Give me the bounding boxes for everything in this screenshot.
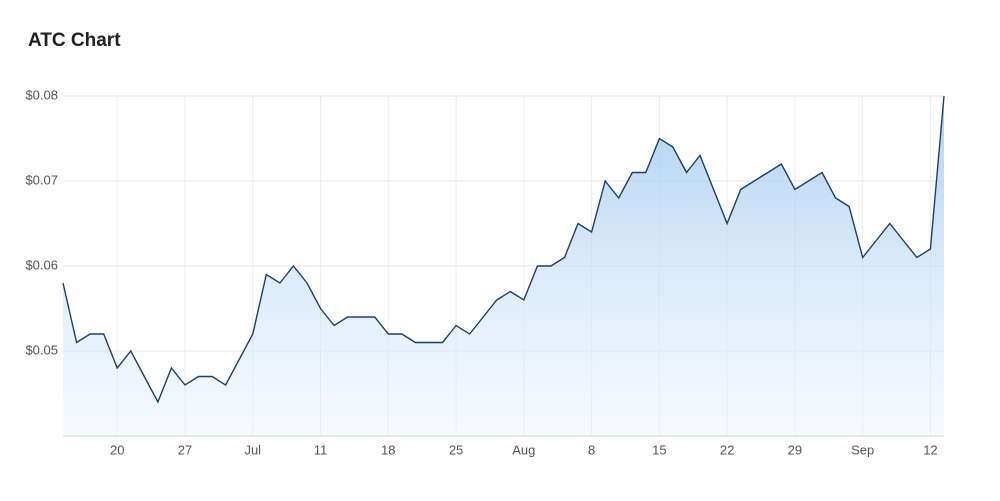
- chart-title: ATC Chart: [28, 30, 121, 51]
- x-tick-label: Aug: [512, 442, 535, 457]
- x-tick-label: Jul: [244, 442, 261, 457]
- x-tick-label: 27: [178, 442, 192, 457]
- y-tick-label: $0.08: [25, 87, 58, 102]
- x-tick-label: 12: [923, 442, 937, 457]
- x-tick-label: 8: [588, 442, 595, 457]
- x-tick-label: 29: [788, 442, 802, 457]
- x-tick-label: Sep: [851, 442, 874, 457]
- y-tick-label: $0.05: [25, 342, 58, 357]
- x-tick-label: 20: [110, 442, 124, 457]
- x-tick-label: 18: [381, 442, 395, 457]
- y-tick-label: $0.07: [25, 172, 58, 187]
- y-tick-label: $0.06: [25, 257, 58, 272]
- line: [62, 95, 945, 404]
- area: [63, 96, 944, 436]
- x-tick-label: 22: [720, 442, 734, 457]
- x-tick-label: 25: [449, 442, 463, 457]
- x-tick-label: 15: [652, 442, 666, 457]
- x-tick-label: 11: [314, 442, 328, 457]
